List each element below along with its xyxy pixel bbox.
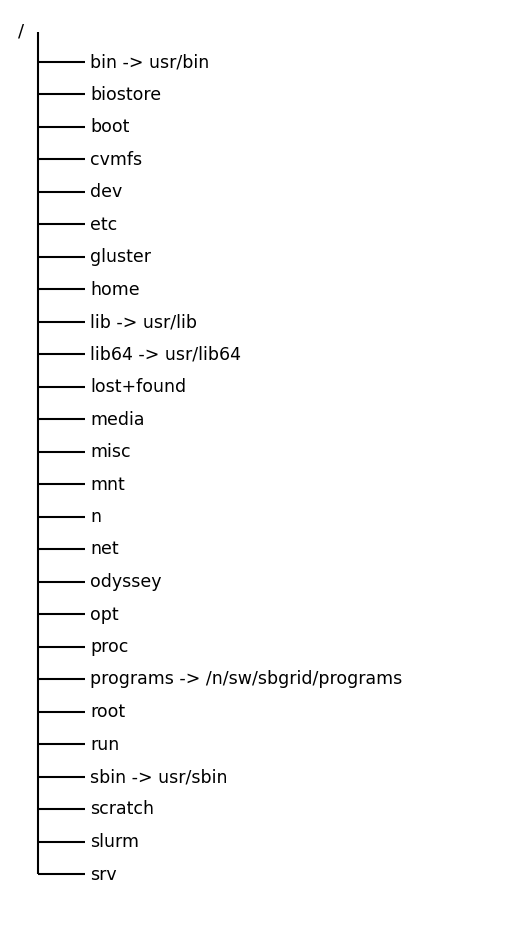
Text: home: home: [90, 281, 140, 299]
Text: lib64 -> usr/lib64: lib64 -> usr/lib64: [90, 346, 241, 364]
Text: run: run: [90, 736, 119, 753]
Text: lost+found: lost+found: [90, 378, 186, 396]
Text: odyssey: odyssey: [90, 573, 162, 591]
Text: media: media: [90, 410, 145, 429]
Text: programs -> /n/sw/sbgrid/programs: programs -> /n/sw/sbgrid/programs: [90, 671, 402, 688]
Text: dev: dev: [90, 183, 122, 201]
Text: biostore: biostore: [90, 86, 161, 103]
Text: proc: proc: [90, 638, 128, 656]
Text: opt: opt: [90, 605, 119, 623]
Text: cvmfs: cvmfs: [90, 151, 142, 168]
Text: srv: srv: [90, 866, 116, 884]
Text: misc: misc: [90, 443, 131, 461]
Text: boot: boot: [90, 118, 129, 136]
Text: scratch: scratch: [90, 801, 154, 818]
Text: etc: etc: [90, 216, 117, 233]
Text: /: /: [18, 22, 24, 40]
Text: root: root: [90, 703, 125, 721]
Text: net: net: [90, 540, 119, 559]
Text: n: n: [90, 508, 101, 526]
Text: slurm: slurm: [90, 833, 139, 851]
Text: bin -> usr/bin: bin -> usr/bin: [90, 53, 209, 71]
Text: lib -> usr/lib: lib -> usr/lib: [90, 313, 197, 331]
Text: gluster: gluster: [90, 248, 151, 266]
Text: mnt: mnt: [90, 475, 125, 494]
Text: sbin -> usr/sbin: sbin -> usr/sbin: [90, 768, 228, 786]
